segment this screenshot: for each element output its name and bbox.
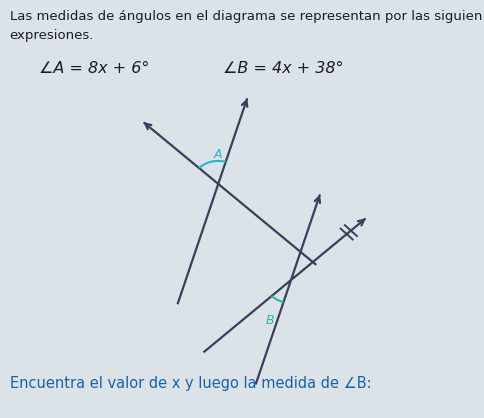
- Text: Encuentra el valor de x y luego la medida de ∠B:: Encuentra el valor de x y luego la medid…: [10, 376, 371, 391]
- Text: Las medidas de ángulos en el diagrama se representan por las siguien: Las medidas de ángulos en el diagrama se…: [10, 10, 481, 23]
- Text: A: A: [213, 148, 222, 161]
- Text: ∠B = 4x + 38°: ∠B = 4x + 38°: [223, 61, 343, 76]
- Text: B: B: [265, 314, 274, 327]
- Text: expresiones.: expresiones.: [10, 29, 94, 42]
- Text: ∠A = 8x + 6°: ∠A = 8x + 6°: [39, 61, 149, 76]
